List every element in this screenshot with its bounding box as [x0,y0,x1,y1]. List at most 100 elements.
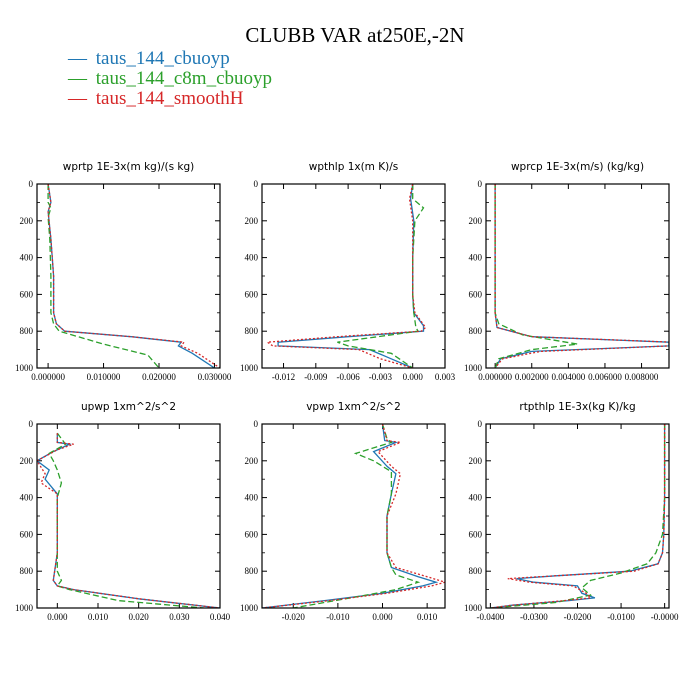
y-tick-label: 1000 [464,603,483,613]
plot-frame [261,423,446,609]
y-tick-label: 200 [245,456,259,466]
y-tick-label: 800 [245,326,259,336]
series-line-1 [337,184,425,368]
x-tick-label: 0.010 [417,612,438,622]
y-tick-label: 1000 [15,363,34,373]
x-tick-label: -0.0200 [564,612,592,622]
panel-title: wpthlp 1x(m K)/s [309,161,399,173]
panel-title: wprcp 1E-3x(m/s) (kg/kg) [511,161,644,173]
series-line-2 [262,424,445,608]
x-tick-label: 0.002000 [515,372,549,382]
legend-label-0: taus_144_cbuoyp [96,48,230,69]
y-tick-label: 200 [245,216,259,226]
chart-panel-5: rtpthlp 1E-3x(kg K)/kg02004006008001000-… [464,401,679,622]
y-tick-label: 600 [20,529,34,539]
series-line-0 [494,184,669,368]
y-tick-label: 400 [20,253,34,263]
chart-panels: wprtp 1E-3x(m kg)/(s kg) 0 200 400 600 800 100… [15,161,679,622]
y-tick-label: 200 [469,456,483,466]
x-tick-label: 0.000000 [31,372,65,382]
series-line-0 [277,184,425,368]
y-tick-label: 400 [245,493,259,503]
x-tick-label: 0.020 [129,612,150,622]
y-tick-label: 800 [20,326,34,336]
x-tick-label: 0.020000 [142,372,176,382]
plot-frame [36,423,221,609]
series-line-2 [494,184,669,368]
series-line-1 [494,184,578,368]
y-tick-label: 600 [469,289,483,299]
legend-dash-0: — [67,48,88,69]
x-tick-label: 0.003 [435,372,456,382]
y-tick-label: 400 [469,253,483,263]
y-tick-label: 0 [254,419,259,429]
legend-entry-0: — taus_144_cbuoyp [67,48,230,69]
x-tick-label: 0.000 [47,612,68,622]
x-tick-label: -0.006 [336,372,360,382]
x-tick-label: -0.0400 [476,612,504,622]
y-tick-label: 600 [20,289,34,299]
y-tick-label: 800 [245,566,259,576]
x-tick-label: -0.020 [282,612,306,622]
chart-panel-1: wpthlp 1x(m K)/s 0 200 400 600 800 1000 -0.012 -… [240,161,456,382]
y-tick-label: 600 [469,529,483,539]
x-tick-label: 0.000 [372,612,393,622]
series-line-0 [262,424,439,608]
series-line-1 [490,424,666,608]
x-tick-label: -0.0000 [651,612,679,622]
y-tick-label: 400 [469,493,483,503]
series-line-2 [37,433,220,608]
x-tick-label: 0.000000 [478,372,512,382]
chart-panel-0: wprtp 1E-3x(m kg)/(s kg) 0 200 400 600 800 100… [15,161,232,382]
x-tick-label: 0.010000 [87,372,121,382]
x-tick-label: -0.010 [326,612,350,622]
chart-panel-3: upwp 1xm^2/s^2 0 200 400 600 800 1000 0.000 0.01… [15,401,231,622]
y-tick-label: 1000 [15,603,34,613]
x-tick-label: 0.030 [169,612,190,622]
series-line-1 [293,424,421,608]
x-tick-label: -0.0100 [607,612,635,622]
plot-frame [485,423,670,609]
plot-frame [261,183,446,369]
x-tick-label: 0.030000 [198,372,232,382]
panel-title: rtpthlp 1E-3x(kg K)/kg [519,401,635,413]
panel-title: vpwp 1xm^2/s^2 [306,401,401,413]
y-tick-label: 0 [254,179,259,189]
x-tick-label: 0.000 [403,372,424,382]
y-tick-label: 1000 [240,603,259,613]
series-line-1 [47,184,160,368]
y-tick-label: 200 [20,456,34,466]
series-line-0 [47,184,215,368]
y-tick-label: 200 [20,216,34,226]
plot-frame [485,183,670,369]
y-tick-label: 0 [478,419,483,429]
legend-entry-2: — taus_144_smoothH [67,88,244,109]
legend: — taus_144_cbuoyp — taus_144_c8m_cbuoyp … [67,48,272,109]
x-tick-label: 0.040 [210,612,231,622]
legend-entry-1: — taus_144_c8m_cbuoyp [67,68,272,89]
series-line-2 [490,424,666,608]
y-tick-label: 800 [20,566,34,576]
y-tick-label: 600 [245,529,259,539]
y-tick-label: 0 [29,419,34,429]
x-tick-label: 0.004000 [551,372,585,382]
legend-dash-1: — [67,68,88,89]
y-tick-label: 0 [29,179,34,189]
legend-dash-2: — [67,88,88,109]
y-tick-label: 0 [478,179,483,189]
y-tick-label: 1000 [240,363,259,373]
x-tick-label: -0.012 [272,372,295,382]
legend-label-1: taus_144_c8m_cbuoyp [96,68,272,89]
chart-panel-2: wprcp 1E-3x(m/s) (kg/kg) 0 200 400 600 800 100… [464,161,670,382]
series-line-1 [48,432,204,608]
chart-panel-4: vpwp 1xm^2/s^2 0 200 400 600 800 1000 -0.020 -0.… [240,401,446,622]
y-tick-label: 600 [245,289,259,299]
y-tick-label: 1000 [464,363,483,373]
y-tick-label: 800 [469,326,483,336]
y-tick-label: 800 [469,566,483,576]
series-line-0 [37,433,220,608]
series-line-2 [47,184,220,368]
y-tick-label: 400 [245,253,259,263]
figure-title: CLUBB VAR at250E,-2N [245,23,464,47]
